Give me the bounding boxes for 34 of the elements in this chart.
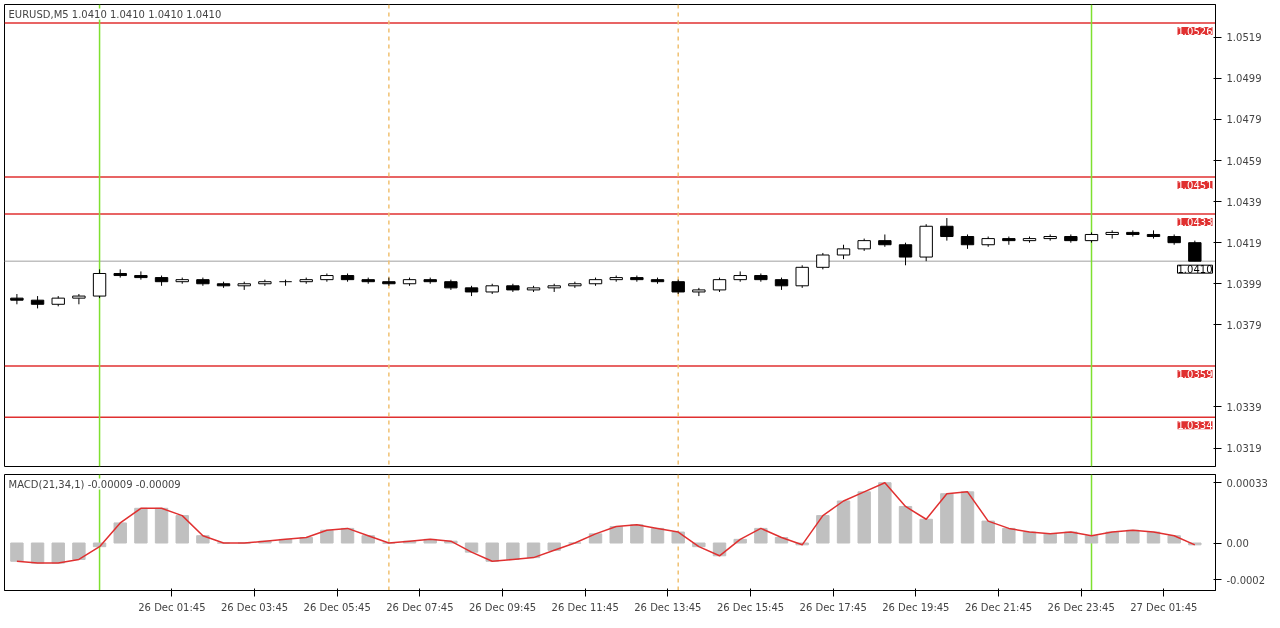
y-tick-label: 1.0499 (1226, 73, 1262, 85)
y-tick-label: 0.00 (1226, 538, 1249, 549)
ref-line-label: 1.0359 (1177, 368, 1213, 380)
x-tick-label: 26 Dec 13:45 (634, 601, 702, 613)
x-tick-label: 26 Dec 01:45 (138, 601, 206, 613)
ref-line-label: 1.0410 (1177, 264, 1213, 276)
ref-line-label: 1.0433 (1177, 216, 1213, 228)
y-tick-label: -0.0002 (1226, 574, 1266, 586)
ref-line-label: 1.0334 (1177, 420, 1213, 432)
chart-title: EURUSD,M5 1.0410 1.0410 1.0410 1.0410 (8, 8, 222, 20)
chart-title: MACD(21,34,1) -0.00009 -0.00009 (8, 478, 181, 490)
x-tick-label: 26 Dec 23:45 (1047, 601, 1115, 613)
y-tick-label: 1.0459 (1226, 155, 1262, 167)
ref-line-label: 1.0526 (1177, 25, 1213, 37)
x-tick-label: 26 Dec 03:45 (220, 601, 289, 613)
y-tick-label: 0.00033 (1226, 477, 1268, 489)
y-tick-label: 1.0439 (1226, 196, 1262, 208)
y-tick-label: 1.0519 (1226, 32, 1262, 44)
y-tick-label: 1.0319 (1226, 443, 1262, 455)
x-tick-label: 26 Dec 11:45 (551, 601, 619, 613)
x-tick-label: 27 Dec 01:45 (1130, 601, 1198, 613)
y-tick-label: 1.0399 (1226, 278, 1262, 290)
y-tick-label: 1.0339 (1226, 401, 1262, 413)
x-tick-label: 26 Dec 17:45 (799, 601, 867, 613)
x-tick-label: 26 Dec 19:45 (882, 601, 950, 613)
x-tick-label: 26 Dec 21:45 (964, 601, 1033, 613)
y-tick-label: 1.0419 (1226, 237, 1262, 249)
y-tick-label: 1.0379 (1226, 319, 1262, 331)
x-tick-label: 26 Dec 15:45 (716, 601, 785, 613)
x-tick-label: 26 Dec 09:45 (468, 601, 537, 613)
x-tick-label: 26 Dec 07:45 (386, 601, 454, 613)
x-tick-label: 26 Dec 05:45 (303, 601, 371, 613)
y-tick-label: 1.0479 (1226, 114, 1262, 126)
ref-line-label: 1.0451 (1177, 179, 1213, 191)
